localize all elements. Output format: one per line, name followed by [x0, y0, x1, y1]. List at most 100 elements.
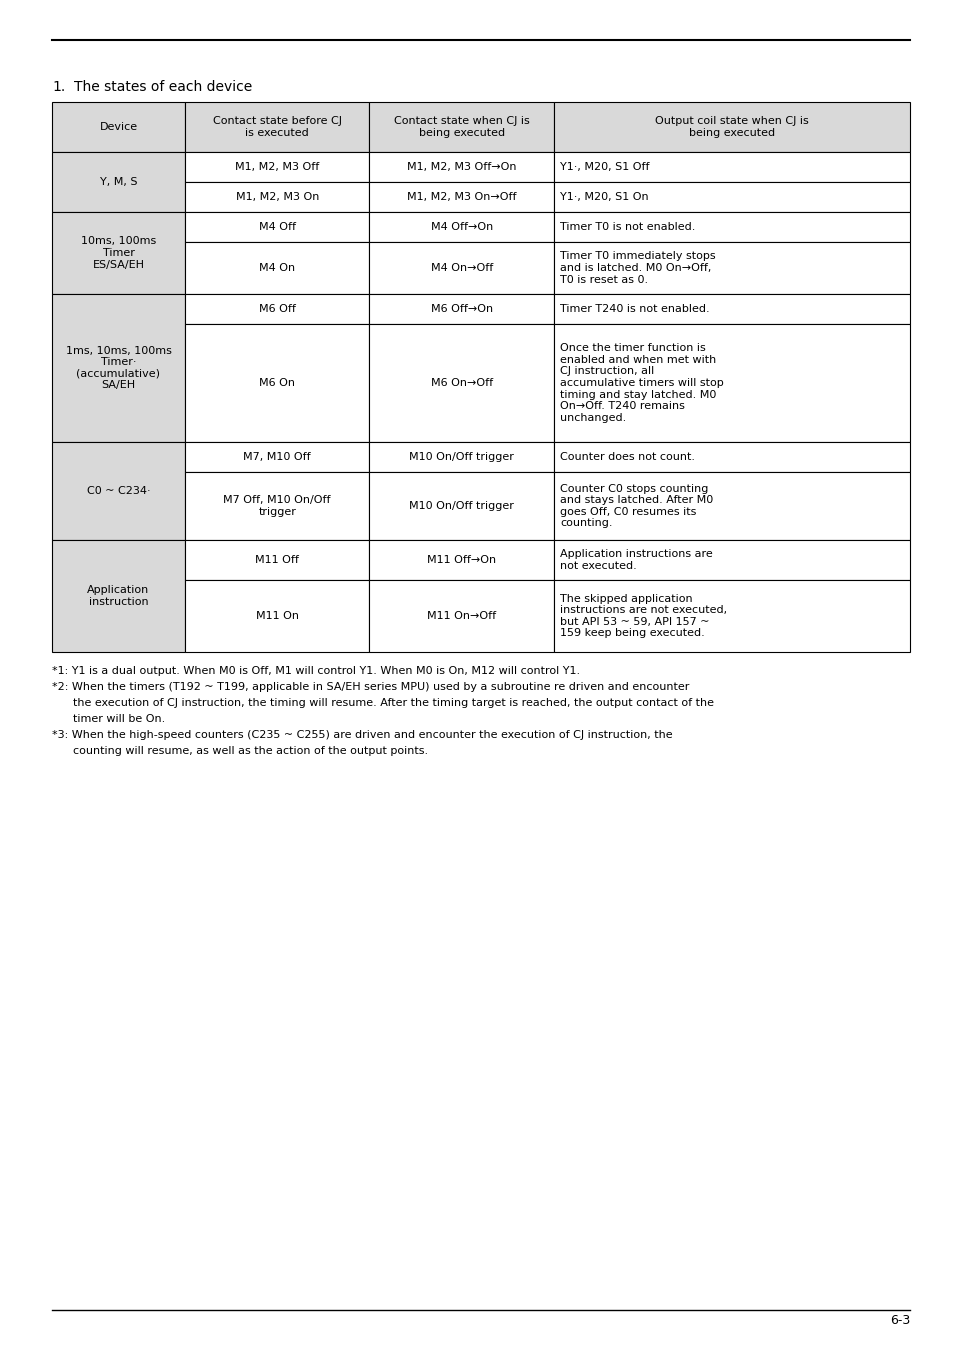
Text: timer will be On.: timer will be On. [52, 714, 165, 724]
Text: unchanged.: unchanged. [559, 413, 625, 423]
Bar [52, 103, 185, 153]
Bar [185, 182, 369, 212]
Bar [185, 441, 369, 472]
Text: M1, M2, M3 Off: M1, M2, M3 Off [234, 162, 319, 171]
Bar [554, 212, 909, 242]
Text: The skipped application: The skipped application [559, 594, 692, 603]
Bar [369, 580, 554, 652]
Text: Timer T240 is not enabled.: Timer T240 is not enabled. [559, 304, 709, 315]
Bar [554, 182, 909, 212]
Bar [52, 212, 185, 294]
Bar [185, 242, 369, 294]
Text: *1: Y1 is a dual output. When M0 is Off, M1 will control Y1. When M0 is On, M12 : *1: Y1 is a dual output. When M0 is Off,… [52, 666, 579, 676]
Text: Application instructions are: Application instructions are [559, 549, 712, 559]
Bar [554, 540, 909, 580]
Text: M6 On→Off: M6 On→Off [430, 378, 493, 387]
Bar [369, 212, 554, 242]
Bar [369, 182, 554, 212]
Bar [185, 294, 369, 324]
Text: counting.: counting. [559, 518, 612, 528]
Bar [554, 580, 909, 652]
Text: M10 On/Off trigger: M10 On/Off trigger [409, 501, 514, 512]
Bar [554, 153, 909, 182]
Text: M1, M2, M3 On→Off: M1, M2, M3 On→Off [407, 192, 516, 202]
Text: Contact state when CJ is: Contact state when CJ is [394, 116, 529, 126]
Bar [52, 294, 185, 441]
Text: Device: Device [99, 122, 137, 132]
Text: T0 is reset as 0.: T0 is reset as 0. [559, 274, 647, 285]
Bar [369, 294, 554, 324]
Text: Output coil state when CJ is: Output coil state when CJ is [655, 116, 808, 126]
Text: M11 On: M11 On [255, 612, 298, 621]
Text: The states of each device: The states of each device [74, 80, 252, 94]
Text: Timer T0 immediately stops: Timer T0 immediately stops [559, 251, 715, 262]
Bar [185, 153, 369, 182]
Text: ES/SA/EH: ES/SA/EH [92, 259, 144, 270]
Text: being executed: being executed [688, 128, 774, 138]
Text: counting will resume, as well as the action of the output points.: counting will resume, as well as the act… [52, 747, 428, 756]
Bar [369, 242, 554, 294]
Text: Y1·, M20, S1 Off: Y1·, M20, S1 Off [559, 162, 649, 171]
Text: M11 Off: M11 Off [255, 555, 299, 566]
Text: Counter C0 stops counting: Counter C0 stops counting [559, 483, 707, 494]
Text: M7, M10 Off: M7, M10 Off [243, 452, 311, 462]
Text: *2: When the timers (T192 ~ T199, applicable in SA/EH series MPU) used by a subr: *2: When the timers (T192 ~ T199, applic… [52, 682, 689, 693]
Text: SA/EH: SA/EH [101, 381, 135, 390]
Text: 159 keep being executed.: 159 keep being executed. [559, 628, 704, 639]
Text: On→Off. T240 remains: On→Off. T240 remains [559, 401, 684, 412]
Text: 1ms, 10ms, 100ms: 1ms, 10ms, 100ms [66, 346, 172, 355]
Bar [554, 242, 909, 294]
Text: Timer T0 is not enabled.: Timer T0 is not enabled. [559, 221, 695, 232]
Text: 10ms, 100ms: 10ms, 100ms [81, 236, 156, 247]
Text: M10 On/Off trigger: M10 On/Off trigger [409, 452, 514, 462]
Bar [185, 472, 369, 540]
Bar [185, 324, 369, 441]
Text: 1.: 1. [52, 80, 65, 94]
Text: accumulative timers will stop: accumulative timers will stop [559, 378, 723, 387]
Bar [369, 324, 554, 441]
Text: and is latched. M0 On→Off,: and is latched. M0 On→Off, [559, 263, 711, 273]
Text: enabled and when met with: enabled and when met with [559, 355, 716, 364]
Text: but API 53 ~ 59, API 157 ~: but API 53 ~ 59, API 157 ~ [559, 617, 709, 626]
Text: trigger: trigger [258, 506, 295, 517]
Text: instruction: instruction [89, 597, 148, 606]
Text: M4 Off: M4 Off [258, 221, 295, 232]
Text: *3: When the high-speed counters (C235 ~ C255) are driven and encounter the exec: *3: When the high-speed counters (C235 ~… [52, 730, 672, 740]
Text: M7 Off, M10 On/Off: M7 Off, M10 On/Off [223, 495, 331, 505]
Text: timing and stay latched. M0: timing and stay latched. M0 [559, 390, 716, 400]
Text: Timer·: Timer· [101, 358, 136, 367]
Text: Timer: Timer [103, 248, 134, 258]
Bar [52, 540, 185, 652]
Bar [369, 153, 554, 182]
Bar [52, 441, 185, 540]
Bar [554, 294, 909, 324]
Text: (accumulative): (accumulative) [76, 369, 160, 379]
Bar [369, 540, 554, 580]
Text: not executed.: not executed. [559, 560, 636, 571]
Text: M1, M2, M3 On: M1, M2, M3 On [235, 192, 318, 202]
Text: Once the timer function is: Once the timer function is [559, 343, 705, 354]
Text: Contact state before CJ: Contact state before CJ [213, 116, 341, 126]
Text: CJ instruction, all: CJ instruction, all [559, 366, 654, 377]
Bar [369, 472, 554, 540]
Text: C0 ~ C234·: C0 ~ C234· [87, 486, 151, 495]
Bar [554, 324, 909, 441]
Text: M11 Off→On: M11 Off→On [427, 555, 496, 566]
Text: the execution of CJ instruction, the timing will resume. After the timing target: the execution of CJ instruction, the tim… [52, 698, 713, 707]
Text: M11 On→Off: M11 On→Off [427, 612, 496, 621]
Text: and stays latched. After M0: and stays latched. After M0 [559, 495, 713, 505]
Text: goes Off, C0 resumes its: goes Off, C0 resumes its [559, 506, 696, 517]
Bar [185, 212, 369, 242]
Bar [52, 153, 185, 212]
Text: M6 Off: M6 Off [258, 304, 295, 315]
Bar [185, 540, 369, 580]
Text: M6 Off→On: M6 Off→On [430, 304, 493, 315]
Text: being executed: being executed [418, 128, 504, 138]
Bar [369, 441, 554, 472]
Text: M4 On: M4 On [259, 263, 295, 273]
Text: M4 On→Off: M4 On→Off [430, 263, 493, 273]
Bar [554, 103, 909, 153]
Bar [554, 472, 909, 540]
Bar [185, 103, 369, 153]
Bar [185, 580, 369, 652]
